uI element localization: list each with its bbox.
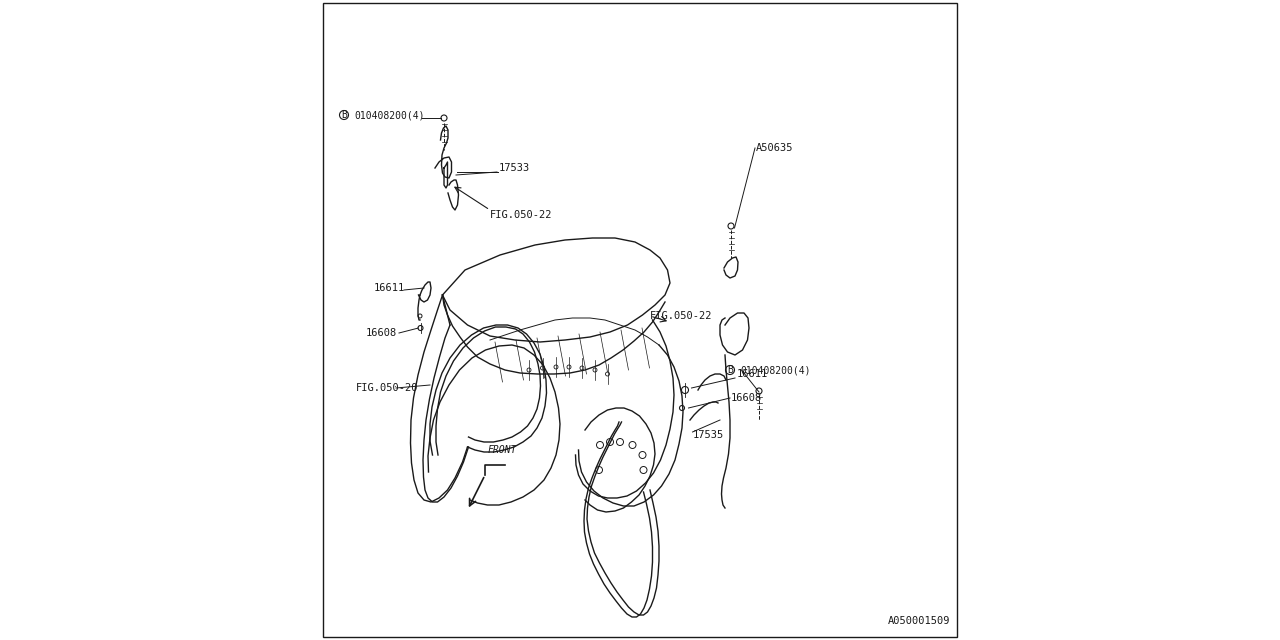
Text: 010408200(4): 010408200(4) — [740, 365, 810, 375]
Text: 16608: 16608 — [731, 393, 763, 403]
Text: FIG.050-22: FIG.050-22 — [650, 311, 713, 321]
Text: FRONT: FRONT — [488, 445, 517, 455]
Text: 17535: 17535 — [692, 430, 723, 440]
Text: 16608: 16608 — [366, 328, 397, 338]
Text: A050001509: A050001509 — [888, 616, 950, 626]
Text: B: B — [727, 365, 733, 375]
Text: FIG.050-20: FIG.050-20 — [356, 383, 419, 393]
Text: A50635: A50635 — [756, 143, 794, 153]
Text: FIG.050-22: FIG.050-22 — [490, 210, 553, 220]
Text: 16611: 16611 — [374, 283, 404, 293]
Text: 17533: 17533 — [499, 163, 530, 173]
Text: 16611: 16611 — [737, 369, 768, 379]
Text: 010408200(4): 010408200(4) — [355, 110, 425, 120]
Text: B: B — [340, 110, 347, 120]
